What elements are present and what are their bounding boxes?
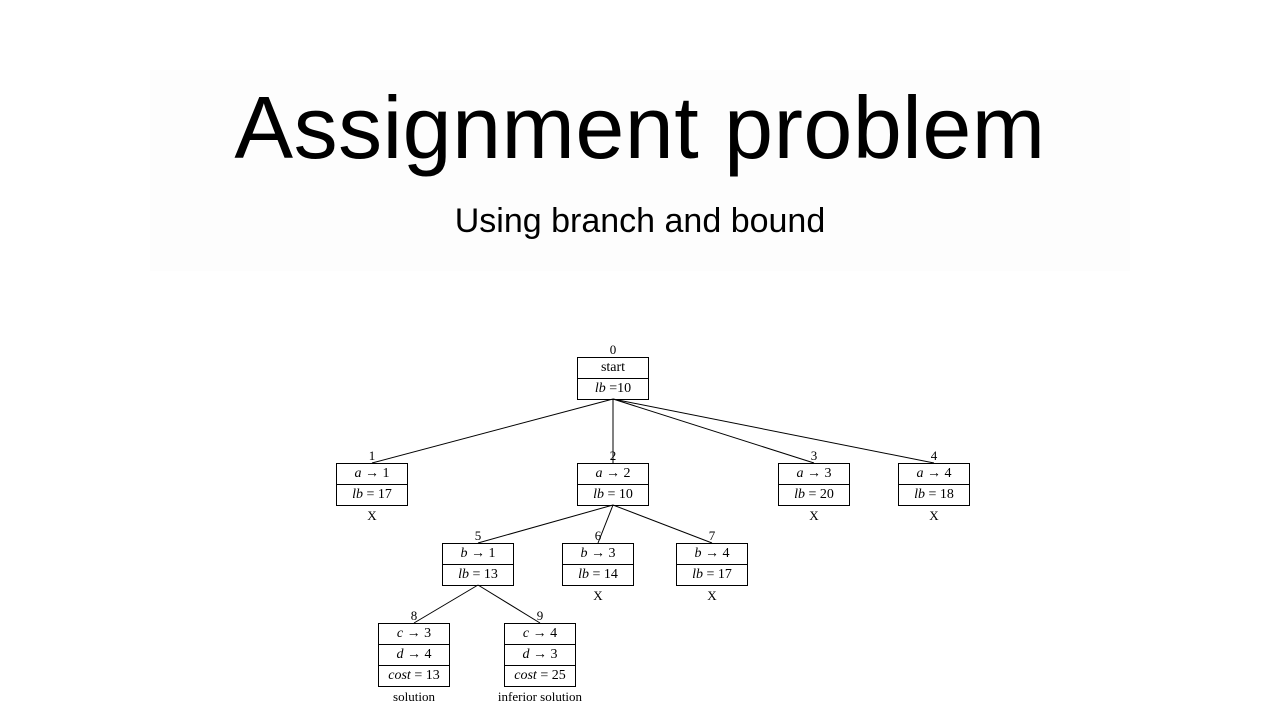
node-annotation: solution: [378, 689, 450, 705]
tree-node-3: 3a → 3lb = 20 X: [778, 448, 850, 524]
node-annotation: X: [778, 508, 850, 524]
node-row: cost = 13: [378, 666, 450, 687]
node-index: 5: [442, 528, 514, 543]
node-row: start: [577, 357, 649, 379]
node-annotation: X: [336, 508, 408, 524]
node-row: lb = 20: [778, 485, 850, 506]
node-index: 2: [577, 448, 649, 463]
node-annotation: X: [676, 588, 748, 604]
subtitle: Using branch and bound: [170, 202, 1110, 241]
node-index: 0: [577, 342, 649, 357]
node-row: lb = 17: [336, 485, 408, 506]
node-annotation: X: [562, 588, 634, 604]
node-row: c → 3: [378, 623, 450, 645]
node-row: lb = 10: [577, 485, 649, 506]
node-row: lb = 17: [676, 565, 748, 586]
main-title: Assignment problem: [170, 80, 1110, 177]
node-row: lb = 13: [442, 565, 514, 586]
node-row: a → 4: [898, 463, 970, 485]
node-row: lb = 14: [562, 565, 634, 586]
tree-node-7: 7b → 4lb = 17 X: [676, 528, 748, 604]
tree-node-9: 9c → 4d → 3cost = 25inferior solution: [504, 608, 576, 705]
node-row: b → 3: [562, 543, 634, 565]
title-block: Assignment problem Using branch and boun…: [150, 70, 1130, 271]
node-row: d → 4: [378, 645, 450, 666]
node-index: 8: [378, 608, 450, 623]
tree-node-2: 2a → 2lb = 10: [577, 448, 649, 506]
node-row: c → 4: [504, 623, 576, 645]
tree-node-5: 5b → 1lb = 13: [442, 528, 514, 586]
node-index: 7: [676, 528, 748, 543]
node-row: d → 3: [504, 645, 576, 666]
tree-node-0: 0startlb =10: [577, 342, 649, 400]
node-row: b → 4: [676, 543, 748, 565]
node-index: 6: [562, 528, 634, 543]
node-index: 4: [898, 448, 970, 463]
node-row: b → 1: [442, 543, 514, 565]
node-index: 9: [504, 608, 576, 623]
node-row: lb =10: [577, 379, 649, 400]
tree-node-1: 1a → 1lb = 17 X: [336, 448, 408, 524]
node-row: a → 1: [336, 463, 408, 485]
node-row: cost = 25: [504, 666, 576, 687]
node-annotation: X: [898, 508, 970, 524]
tree-node-6: 6b → 3lb = 14 X: [562, 528, 634, 604]
tree-node-8: 8c → 3d → 4cost = 13 solution: [378, 608, 450, 705]
node-row: a → 2: [577, 463, 649, 485]
node-annotation: inferior solution: [479, 689, 601, 705]
node-row: a → 3: [778, 463, 850, 485]
node-row: lb = 18: [898, 485, 970, 506]
tree-node-4: 4a → 4lb = 18 X: [898, 448, 970, 524]
node-index: 1: [336, 448, 408, 463]
node-index: 3: [778, 448, 850, 463]
